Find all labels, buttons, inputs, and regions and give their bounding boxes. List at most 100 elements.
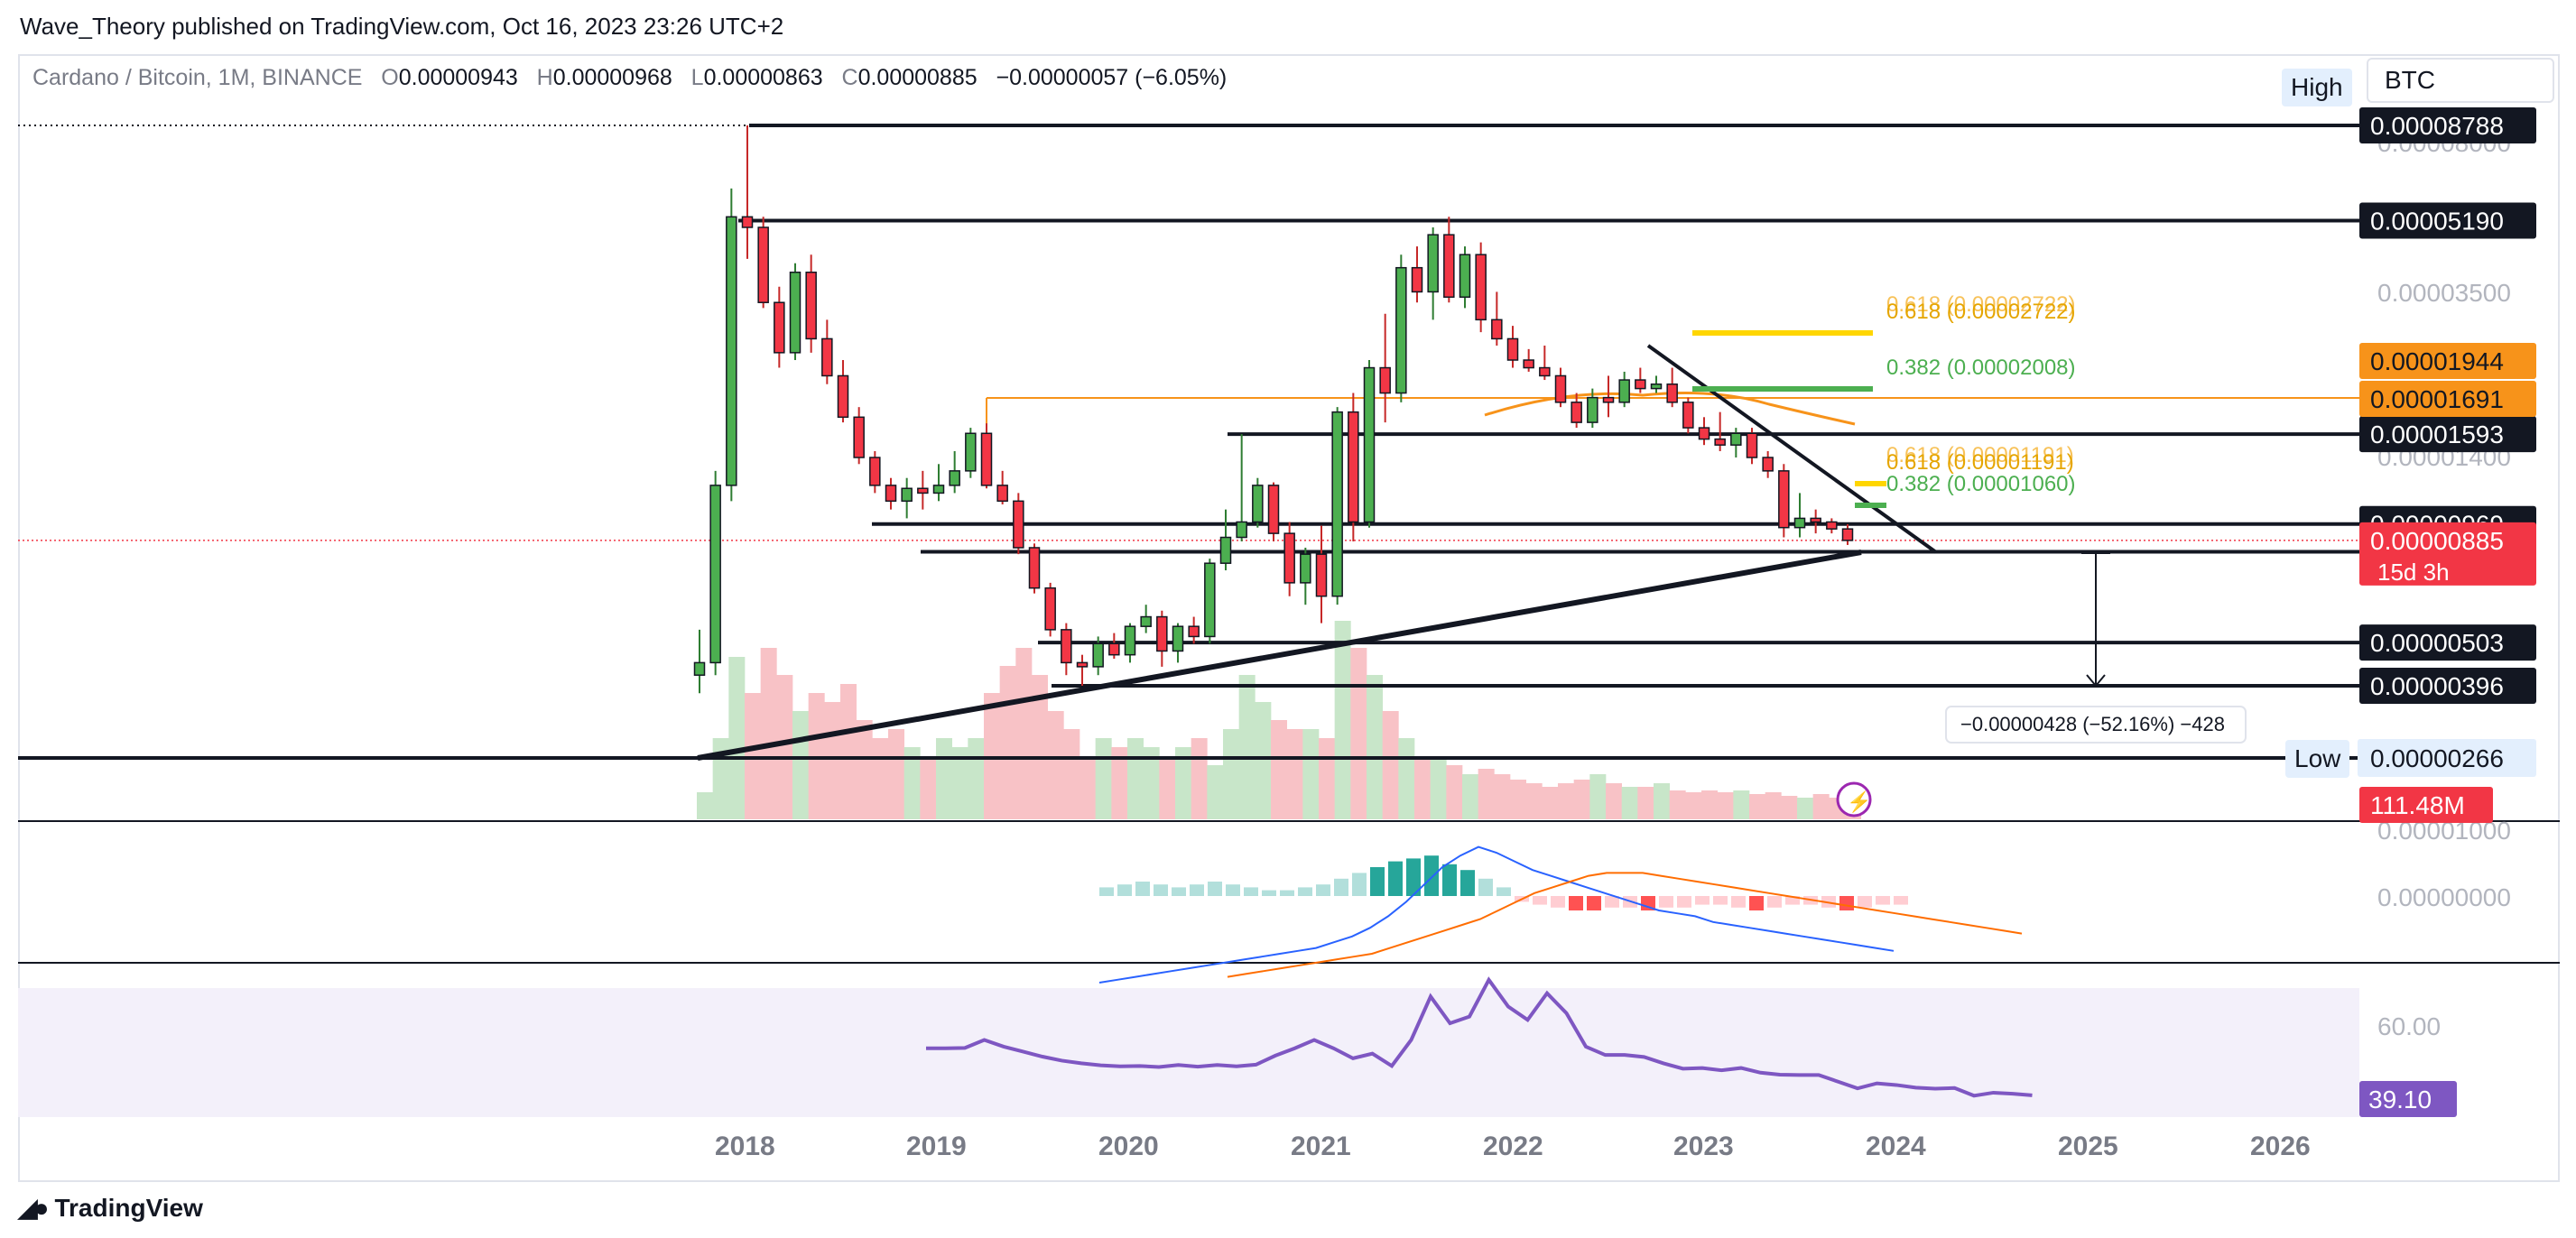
candle-body[interactable] [917, 487, 929, 494]
candle-body[interactable] [1554, 374, 1567, 403]
macd-histogram-bar [1641, 896, 1655, 910]
candle-body[interactable] [1826, 521, 1838, 530]
candle-body[interactable] [1204, 562, 1216, 638]
candle-body[interactable] [932, 485, 945, 494]
candle-body[interactable] [1475, 254, 1487, 321]
currency-selector[interactable]: BTC [2367, 58, 2554, 103]
candle-body[interactable] [757, 226, 769, 303]
candle-body[interactable] [1411, 266, 1423, 293]
candle-body[interactable] [901, 487, 913, 503]
macd-histogram-bar [1551, 896, 1565, 908]
candle-body[interactable] [1459, 254, 1471, 298]
candle-body[interactable] [1028, 547, 1041, 589]
candle-body[interactable] [1283, 532, 1295, 584]
signal-line [1227, 872, 2023, 978]
candle-body[interactable] [996, 485, 1008, 503]
level-price-tag [2359, 416, 2536, 453]
candle-body[interactable] [885, 485, 897, 503]
close-value: 0.00000885 [857, 65, 978, 90]
candle-body[interactable] [1124, 625, 1136, 656]
candle-body[interactable] [1650, 383, 1663, 390]
candle-body[interactable] [1618, 379, 1630, 403]
candle-body[interactable] [1267, 485, 1280, 534]
candle-body[interactable] [1379, 366, 1391, 394]
candle-body[interactable] [1300, 553, 1311, 584]
candle-body[interactable] [1841, 528, 1854, 541]
volume-bar [1621, 787, 1638, 819]
candle-body[interactable] [774, 301, 785, 354]
lightning-icon[interactable] [1836, 781, 1872, 818]
candle-body[interactable] [1746, 432, 1758, 458]
symbol-legend[interactable]: Cardano / Bitcoin, 1M, BINANCE O0.000009… [32, 65, 1227, 91]
candle-body[interactable] [709, 485, 721, 664]
fib-ghost-label: 0.618 (0.00002722) [1886, 292, 2076, 317]
candle-body[interactable] [1252, 485, 1264, 523]
candle-body[interactable] [1506, 337, 1519, 361]
candle-body[interactable] [1793, 517, 1806, 529]
candle-body[interactable] [1762, 457, 1774, 472]
candle-body[interactable] [1172, 625, 1184, 652]
fib-level-label: 0.382 (0.00001060) [1886, 472, 2076, 496]
descending-trendline[interactable] [1646, 344, 1938, 554]
candle-body[interactable] [789, 272, 802, 354]
candle-body[interactable] [1587, 396, 1598, 423]
volume-bar [1382, 711, 1399, 819]
candle-body[interactable] [1156, 615, 1168, 652]
candle-body[interactable] [869, 457, 881, 486]
candle-body[interactable] [1219, 536, 1232, 564]
candle-body[interactable] [1730, 432, 1742, 446]
candle-body[interactable] [1539, 366, 1551, 377]
candle-body[interactable] [837, 374, 849, 419]
candle-body[interactable] [949, 470, 960, 486]
chart-frame[interactable] [18, 54, 2560, 1182]
candle-body[interactable] [965, 432, 977, 472]
measure-label-box [1945, 706, 2247, 744]
candle-body[interactable] [1331, 411, 1343, 597]
candle-body[interactable] [693, 661, 706, 676]
candle-body[interactable] [1682, 402, 1694, 429]
price-axis-tick: 0.00000000 [2377, 883, 2511, 911]
candle-body[interactable] [1395, 266, 1407, 394]
candle-body[interactable] [1810, 517, 1821, 523]
candle-body[interactable] [741, 216, 754, 228]
candle-body[interactable] [1714, 438, 1726, 446]
ascending-trendline[interactable] [697, 550, 1862, 761]
candle-body[interactable] [1635, 379, 1646, 390]
volume-bar [1446, 765, 1463, 819]
candle-body[interactable] [1188, 625, 1200, 638]
candle-body[interactable] [1698, 427, 1710, 440]
candle-body[interactable] [1092, 642, 1104, 668]
candle-body[interactable] [853, 416, 865, 458]
candle-body[interactable] [1044, 587, 1056, 631]
level-price-label: 0.00001593 [2370, 420, 2504, 448]
candle-body[interactable] [1108, 642, 1120, 656]
candle-body[interactable] [1666, 383, 1678, 403]
candle-body[interactable] [1427, 234, 1439, 293]
volume-tag [2359, 787, 2493, 823]
candle-body[interactable] [1602, 396, 1615, 403]
candle-body[interactable] [1571, 402, 1582, 423]
candle-body[interactable] [1315, 553, 1328, 597]
candle-body[interactable] [1013, 500, 1024, 549]
ema-price-tag [2359, 381, 2536, 417]
tradingview-logo[interactable]: ◢● TradingView [18, 1193, 203, 1223]
candle-body[interactable] [1523, 359, 1534, 369]
candle-body[interactable] [726, 216, 737, 486]
candle-body[interactable] [1443, 234, 1455, 298]
candle-body[interactable] [1076, 661, 1089, 668]
candle-body[interactable] [1348, 411, 1359, 523]
volume-bar [1589, 774, 1607, 819]
candle-body[interactable] [1061, 629, 1072, 664]
candle-body[interactable] [1363, 366, 1376, 523]
candle-countdown: 15d 3h [2377, 559, 2450, 586]
candle-body[interactable] [805, 272, 817, 340]
candle-body[interactable] [1140, 615, 1152, 627]
volume-bar [951, 747, 968, 819]
candle-body[interactable] [1778, 470, 1790, 529]
candle-body[interactable] [980, 432, 993, 486]
level-price-tag [2359, 668, 2536, 704]
candle-body[interactable] [1491, 319, 1503, 340]
candle-body[interactable] [821, 337, 833, 377]
candle-body[interactable] [1236, 521, 1247, 539]
